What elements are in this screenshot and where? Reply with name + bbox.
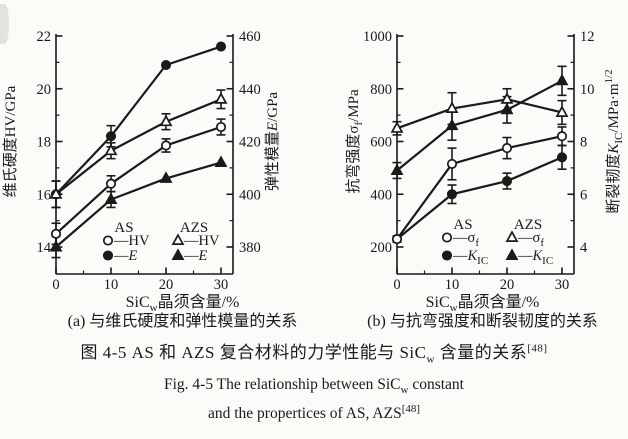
panel-caption: (a) 与维氏硬度和弹性模量的关系 [68,312,298,330]
y-tick-label-left: 600 [370,135,392,151]
series-azs-e-line [55,161,222,248]
axes [396,34,575,275]
panel-caption: (b) 与抗弯强度和断裂韧度的关系 [367,312,598,330]
series-as-sigmaf-line [396,135,563,240]
y-tick-label-left: 400 [370,187,392,203]
x-tick-label: 20 [500,277,515,293]
y-tick-label-right: 4 [580,240,588,256]
y-tick-label-left: 22 [37,29,52,45]
legend-header: AZS [180,220,208,236]
x-tick-label: 30 [214,277,229,293]
y-axis-left-label: 抗弯强度σf/MPa [345,89,365,194]
series-as-kic-line [396,156,563,240]
x-axis-label: SiCw晶须含量/% [126,293,240,314]
x-tick-label: 10 [445,277,460,293]
y-tick-label-right: 8 [580,135,587,151]
y-tick-label-left: 20 [37,82,52,98]
y-tick-label-left: 1000 [363,29,392,45]
legend-label-azs-sigmaf: —σf [517,230,544,249]
figure-caption-zh: 图 4-5 AS 和 AZS 复合材料的力学性能与 SiCw 含量的关系[48] [80,342,548,366]
scan-artifact [0,4,9,44]
legend-label-azs-hv: —HV [183,233,220,249]
figure-caption-en-line1: Fig. 4-5 The relationship between SiCw c… [164,376,464,397]
series-as-e-markers [50,41,227,200]
series-azs-kic-errorbars [392,65,567,180]
legend-label-azs-kic: —KIC [517,248,553,267]
chart-panel-b: 200 400 600 800 1000 4 6 8 10 12 0 10 20 30 抗弯强度σf/MPa… [345,29,625,330]
x-tick-label: 30 [555,277,570,293]
series-azs-hv-markers [49,92,228,199]
legend-label-as-hv: —HV [113,233,150,249]
y-tick-label-right: 420 [239,135,261,151]
legend-header: AS [114,220,133,236]
series-azs-sigmaf-line [396,98,563,130]
legend-header: AS [453,217,472,233]
legend-header: AZS [514,217,542,233]
series-azs-sigmaf-errorbars [392,87,567,136]
series-as-hv-line [55,125,222,235]
tick-labels: 14 16 18 20 22 380 400 420 440 460 0 10 20 30 [37,29,261,293]
y-tick-label-left: 16 [37,187,52,203]
y-axis-left-label: 维氏硬度HV/GPa [2,85,19,197]
series-azs-hv-line [55,98,222,196]
y-tick-label-right: 6 [580,187,587,203]
y-tick-label-left: 18 [37,135,52,151]
series-as-e-line [55,45,222,196]
x-axis-label: SiCw晶须含量/% [426,293,540,314]
chart-panel-a: 14 16 18 20 22 380 400 420 440 460 0 10 20 30 维氏硬度HV/G… [2,29,298,330]
series-azs-kic-markers [390,73,569,175]
x-tick-label: 0 [393,277,400,293]
x-tick-label: 10 [104,277,119,293]
series [49,41,228,259]
x-tick-label: 0 [52,277,59,293]
series [390,65,569,245]
legend-label-as-kic: —KIC [452,248,488,267]
legend-label-as-sigmaf: —σf [452,230,479,249]
legend-label-as-e: —E [113,248,138,264]
y-tick-label-left: 200 [370,240,392,256]
y-tick-label-right: 12 [580,29,595,45]
series-azs-e-markers [49,155,228,252]
y-tick-label-left: 14 [37,240,52,256]
series-azs-sigmaf-markers [390,92,569,133]
y-tick-label-right: 400 [239,187,261,203]
figure-caption-en-line2: and the propertices of AS, AZS[48] [207,402,421,423]
y-tick-label-right: 10 [580,82,595,98]
tick-labels: 200 400 600 800 1000 4 6 8 10 12 0 10 20 30 [363,29,595,293]
series-as-hv-markers [50,121,227,239]
y-axis-right-label: 弹性模量E/GPa [264,92,281,192]
legend-label-azs-e: —E [183,248,208,264]
y-tick-label-left: 800 [370,82,392,98]
series-as-sigmaf-markers [391,131,568,245]
y-tick-label-right: 440 [239,82,261,98]
y-tick-label-right: 380 [239,240,261,256]
charts-row: 14 16 18 20 22 380 400 420 440 460 0 10 20 30 维氏硬度HV/G… [2,29,625,330]
y-tick-label-right: 460 [239,29,261,45]
x-tick-label: 20 [159,277,174,293]
y-axis-right-label: 断裂韧度KIC/MPa·m1/2 [603,69,625,213]
series-azs-kic-line [396,79,563,172]
